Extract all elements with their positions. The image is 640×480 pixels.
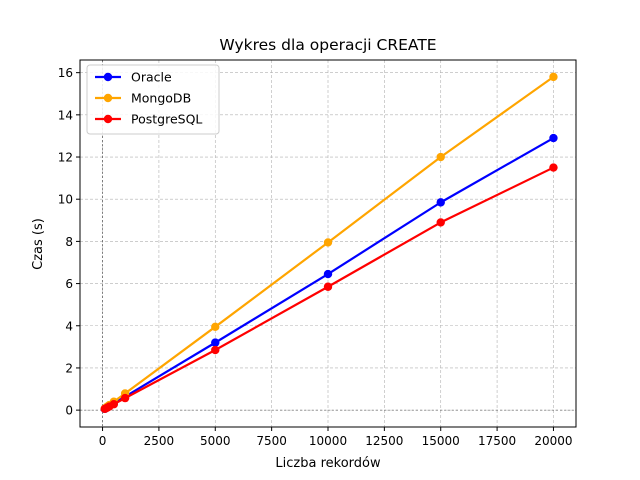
y-tick-label: 10: [58, 193, 73, 207]
data-point-oracle: [436, 198, 445, 207]
y-tick-label: 16: [58, 66, 73, 80]
data-point-oracle: [549, 133, 558, 143]
x-tick-label: 5000: [200, 434, 231, 448]
data-point-postgresql: [323, 282, 333, 291]
legend-label-mongodb: MongoDB: [131, 91, 191, 106]
data-point-postgresql: [436, 218, 445, 227]
y-tick-label: 14: [58, 108, 73, 122]
legend-marker-postgresql: [103, 114, 113, 124]
legend-box: [86, 64, 220, 135]
data-point-postgresql: [120, 393, 130, 403]
legend: Oracle MongoDB PostgreSQL: [86, 64, 220, 135]
data-point-postgresql: [211, 345, 220, 355]
data-point-mongodb: [436, 152, 445, 162]
data-point-mongodb: [323, 238, 333, 247]
y-tick-label: 4: [65, 319, 73, 333]
series-layer: [100, 72, 558, 414]
y-tick-label: 6: [65, 277, 73, 291]
y-tick-label: 2: [65, 361, 73, 375]
series-postgresql: [100, 163, 558, 414]
data-point-mongodb: [211, 322, 220, 332]
data-point-mongodb: [549, 72, 558, 82]
data-point-postgresql: [109, 400, 119, 409]
legend-label-postgresql: PostgreSQL: [131, 112, 202, 127]
chart-title: Wykres dla operacji CREATE: [219, 36, 436, 54]
x-tick-label: 15000: [422, 434, 460, 448]
axis-ticks: 0 2500 5000 7500 10000 12500 15000 17500 20000 0 2…: [58, 66, 573, 448]
x-tick-label: 17500: [478, 434, 516, 448]
y-tick-label: 12: [58, 151, 73, 165]
y-axis-title: Czas (s): [31, 218, 46, 270]
data-point-oracle: [323, 269, 333, 279]
x-tick-label: 7500: [256, 434, 287, 448]
y-tick-label: 8: [65, 235, 73, 249]
x-tick-label: 0: [99, 434, 107, 448]
data-point-oracle: [211, 338, 220, 347]
x-tick-label: 20000: [534, 434, 572, 448]
y-tick-label: 0: [65, 404, 73, 418]
legend-marker-mongodb: [103, 93, 113, 103]
x-tick-label: 10000: [309, 434, 347, 448]
x-axis-title: Liczba rekordów: [275, 456, 381, 471]
legend-label-oracle: Oracle: [131, 70, 172, 85]
x-tick-label: 2500: [144, 434, 175, 448]
data-point-postgresql: [549, 163, 558, 172]
legend-marker-oracle: [103, 72, 113, 82]
x-tick-label: 12500: [365, 434, 403, 448]
